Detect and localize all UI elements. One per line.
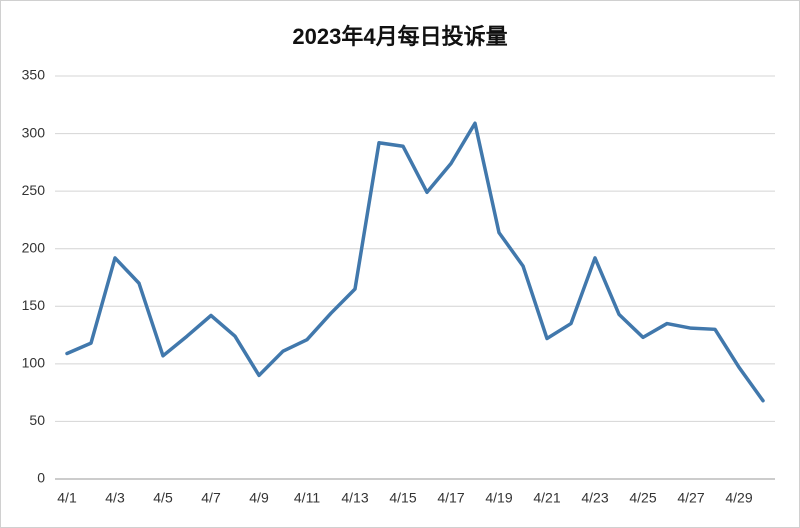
chart-title: 2023年4月每日投诉量 bbox=[292, 24, 507, 49]
x-tick-label: 4/13 bbox=[341, 490, 368, 506]
x-tick-label: 4/5 bbox=[153, 490, 173, 506]
data-line bbox=[65, 121, 765, 403]
x-tick-label: 4/27 bbox=[677, 490, 704, 506]
x-tick-label: 4/21 bbox=[533, 490, 560, 506]
y-tick-label: 350 bbox=[22, 67, 46, 83]
x-tick-label: 4/17 bbox=[437, 490, 464, 506]
x-tick-label: 4/9 bbox=[249, 490, 269, 506]
x-tick-label: 4/25 bbox=[629, 490, 656, 506]
x-tick-label: 4/3 bbox=[105, 490, 125, 506]
x-tick-label: 4/11 bbox=[294, 490, 320, 506]
y-tick-label: 150 bbox=[22, 297, 46, 313]
x-tick-label: 4/1 bbox=[57, 490, 77, 506]
y-tick-label: 100 bbox=[22, 355, 46, 371]
y-tick-label: 50 bbox=[29, 412, 45, 428]
x-tick-label: 4/15 bbox=[389, 490, 416, 506]
y-tick-label: 300 bbox=[22, 124, 46, 140]
y-tick-label: 250 bbox=[22, 182, 46, 198]
x-tick-label: 4/7 bbox=[201, 490, 221, 506]
y-tick-label: 0 bbox=[37, 470, 45, 486]
y-tick-label: 200 bbox=[22, 239, 46, 255]
x-tick-label: 4/29 bbox=[725, 490, 752, 506]
x-tick-label: 4/23 bbox=[581, 490, 608, 506]
x-tick-label: 4/19 bbox=[485, 490, 512, 506]
